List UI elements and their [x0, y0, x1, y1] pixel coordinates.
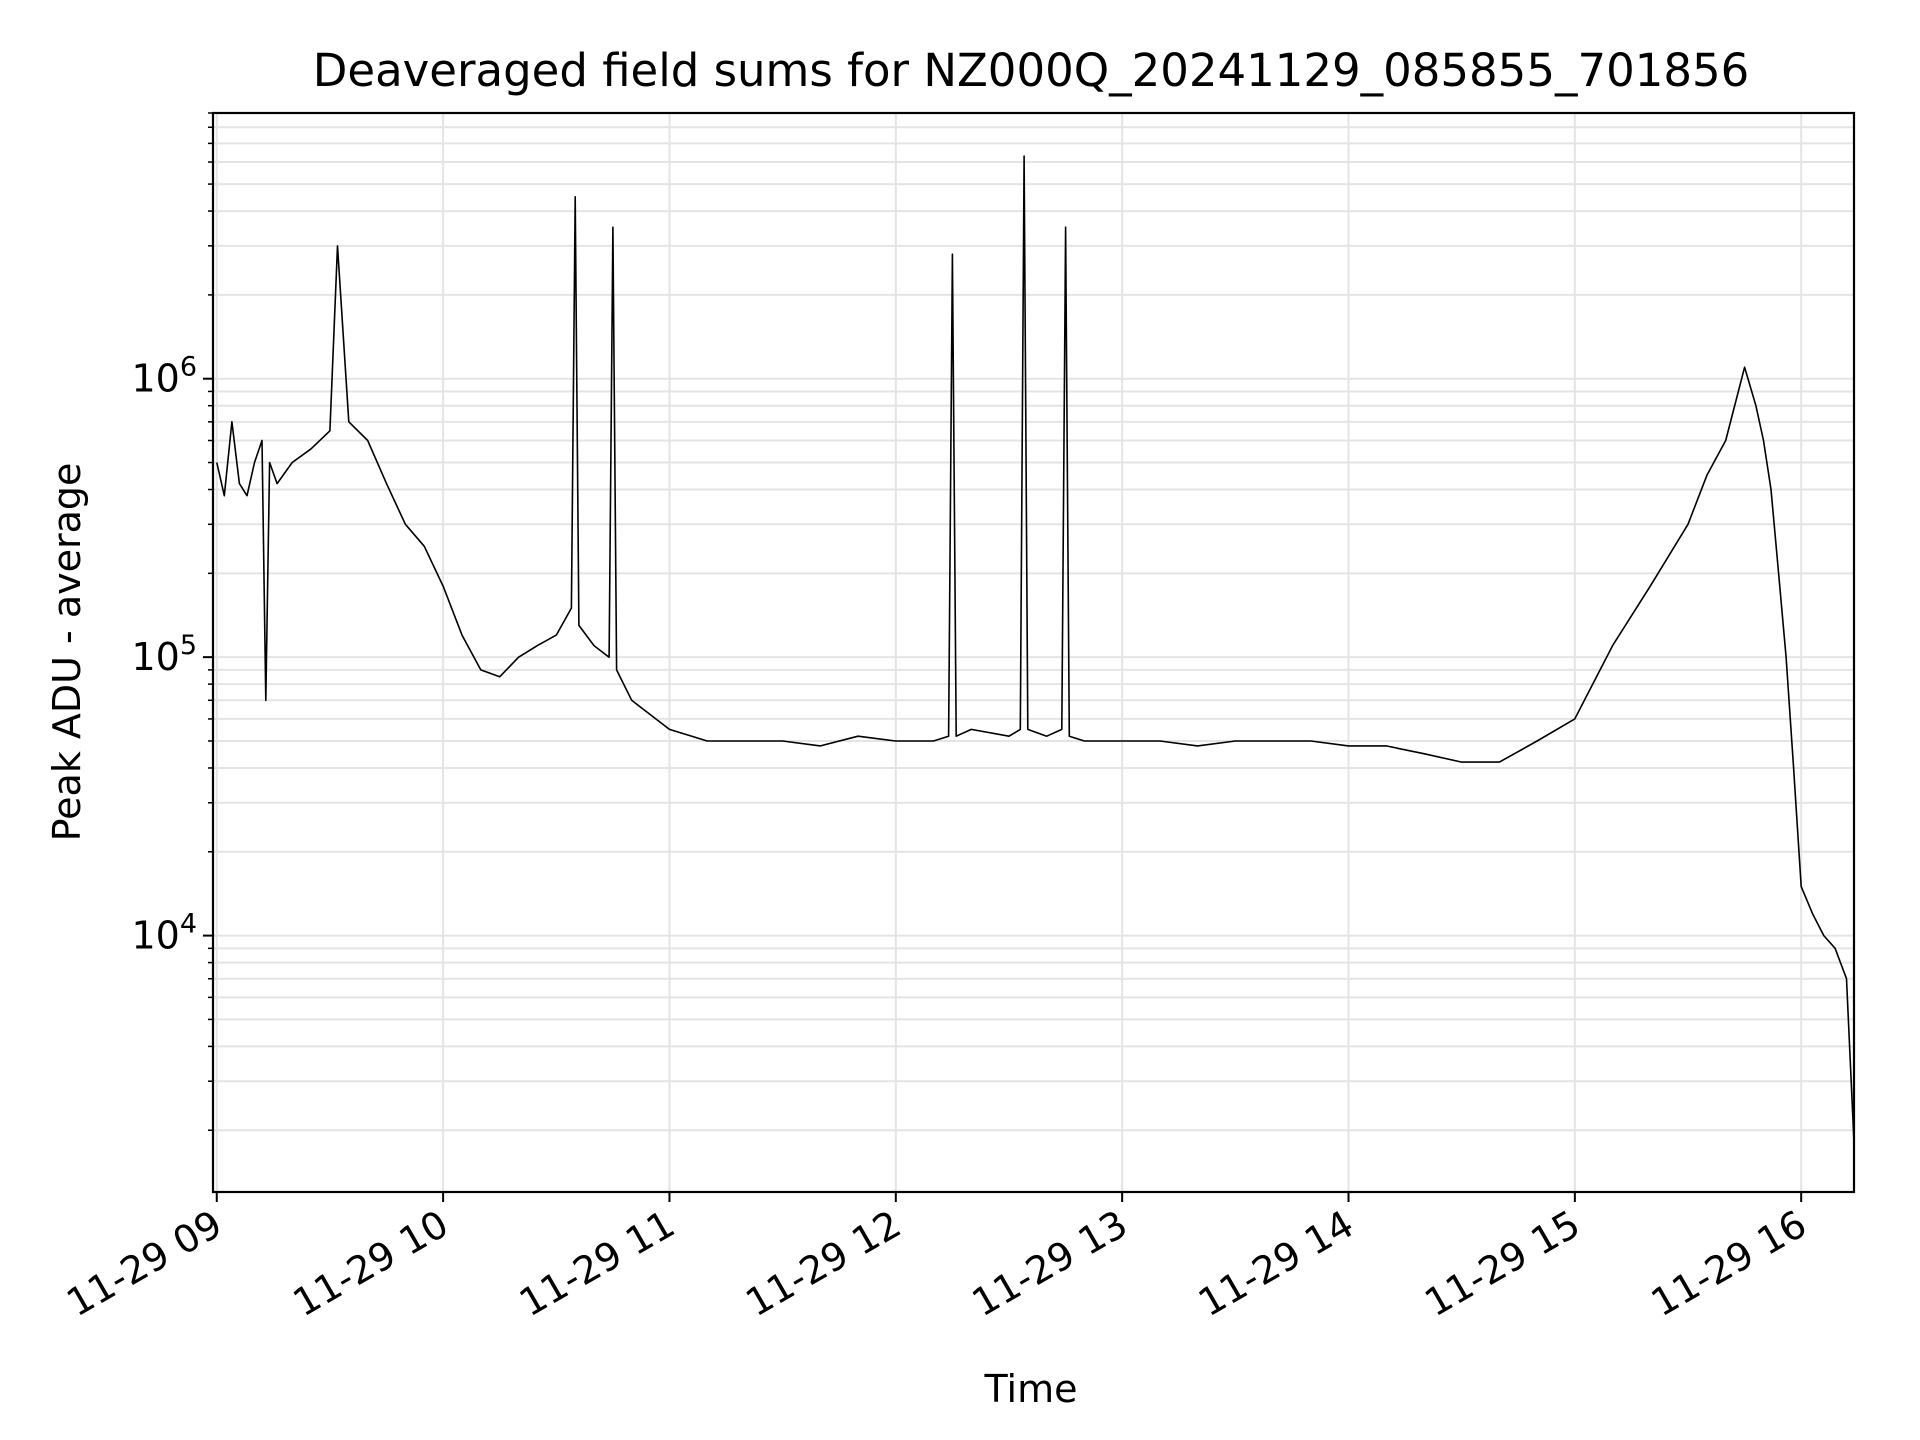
series-line — [216, 155, 1855, 1144]
series-layer — [216, 155, 1855, 1144]
y-tick-label: 105 — [131, 630, 197, 679]
plot-frame — [211, 111, 1856, 1194]
y-tick-label: 104 — [131, 909, 197, 958]
x-axis-label: Time — [984, 1367, 1078, 1411]
y-axis-label: Peak ADU - average — [45, 463, 89, 842]
chart-title: Deaveraged field sums for NZ000Q_2024112… — [313, 44, 1749, 97]
y-axis: 104 105 106 — [131, 112, 213, 1131]
grid — [213, 112, 1854, 1192]
y-tick-label: 106 — [131, 352, 197, 401]
